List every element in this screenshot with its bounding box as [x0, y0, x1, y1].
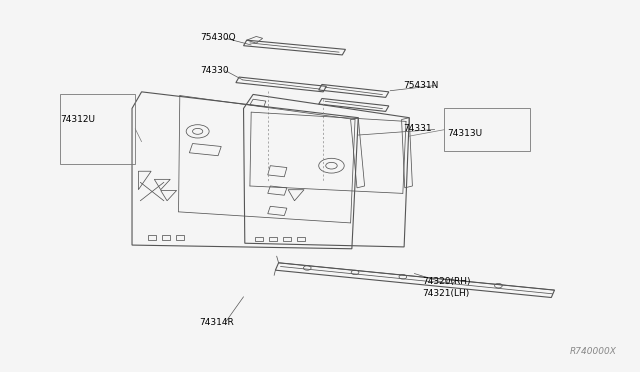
Text: 75430Q: 75430Q	[200, 33, 236, 42]
Text: 74321(LH): 74321(LH)	[422, 289, 469, 298]
Text: 74330: 74330	[200, 66, 229, 75]
Text: 75431N: 75431N	[403, 81, 438, 90]
Text: 74320(RH): 74320(RH)	[422, 278, 470, 286]
Text: R740000X: R740000X	[570, 347, 616, 356]
Text: 74314R: 74314R	[199, 318, 234, 327]
Text: 74312U: 74312U	[60, 115, 95, 124]
Text: 74313U: 74313U	[447, 129, 483, 138]
Text: 74331: 74331	[403, 124, 431, 133]
